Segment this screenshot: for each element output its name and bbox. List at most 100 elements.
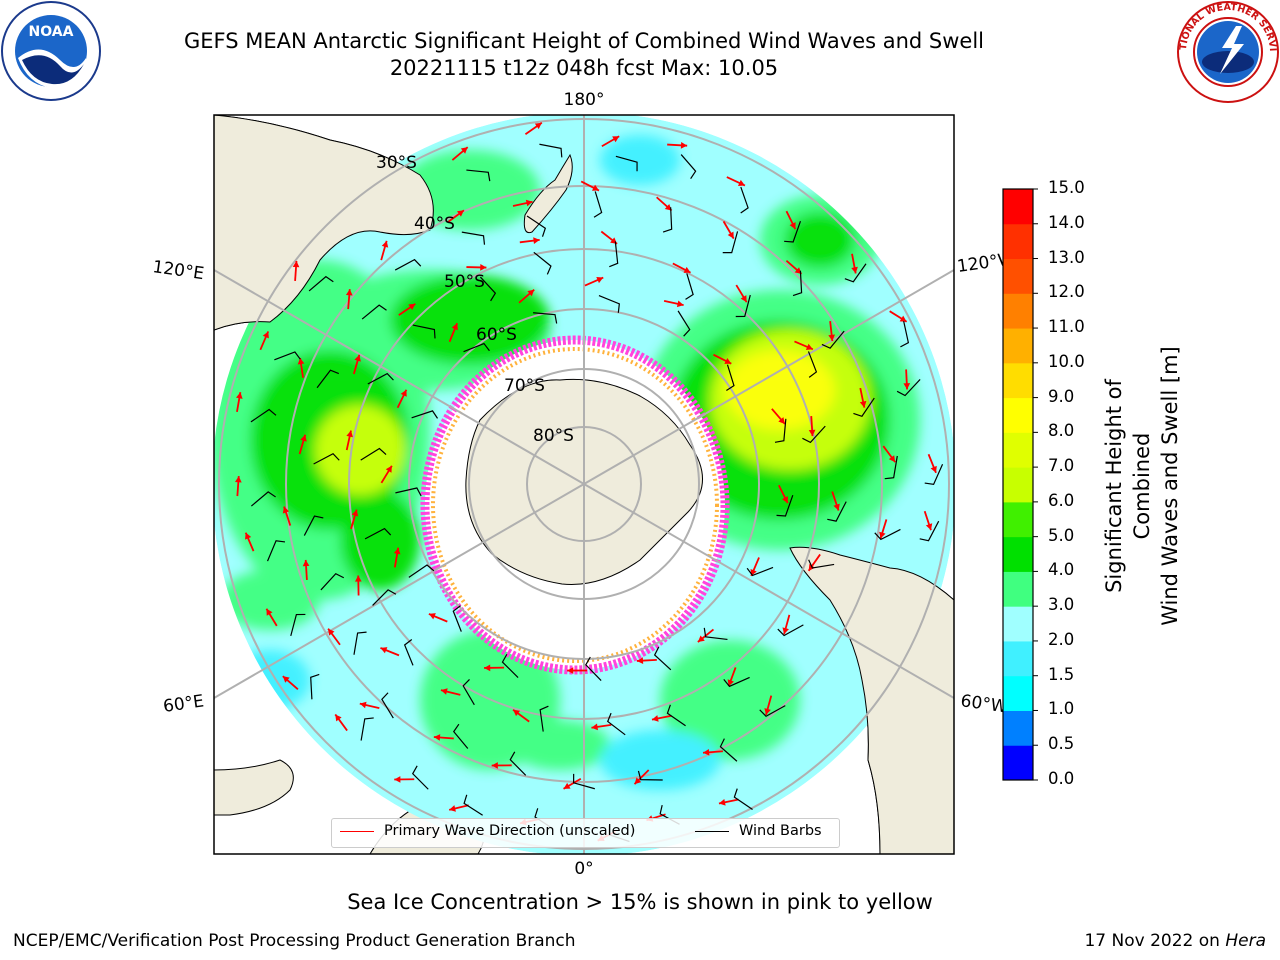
sea-ice-note: Sea Ice Concentration > 15% is shown in … xyxy=(347,890,933,914)
wave-arrow-head xyxy=(491,762,498,769)
wave-arrow-head xyxy=(727,231,734,239)
wave-arrow-head xyxy=(925,523,933,531)
australia-land-overlay xyxy=(214,115,434,331)
wave-arrow-head xyxy=(533,237,540,244)
noaa-logo-icon: NOAA xyxy=(1,1,101,101)
wind-barb xyxy=(821,330,845,349)
colorbar-tick-label: 0.5 xyxy=(1048,734,1075,754)
wind-barb xyxy=(853,397,875,417)
wave-arrow-head xyxy=(879,531,886,539)
wind-barb xyxy=(874,528,901,541)
wind-barb xyxy=(726,364,735,392)
wind-barb xyxy=(452,605,462,632)
wave-arrow-head xyxy=(805,343,813,350)
wind-barb xyxy=(501,653,519,679)
wind-barb xyxy=(372,589,397,606)
south-america-land-overlay xyxy=(789,546,954,854)
wave-arrow-head xyxy=(302,559,310,567)
noaa-logo-text: NOAA xyxy=(29,24,74,40)
wave-arrow-head xyxy=(718,799,726,806)
wind-barb xyxy=(593,191,603,218)
lat-label-60s: 60°S xyxy=(476,325,517,345)
legend-swatch-wave-direction xyxy=(340,830,374,832)
vector-layer xyxy=(234,122,944,843)
wind-barb xyxy=(310,673,320,700)
wind-barb xyxy=(411,765,429,790)
colorbar-band xyxy=(1003,328,1033,364)
wind-barb xyxy=(290,613,306,637)
wave-arrow-head xyxy=(282,676,290,683)
legend-label-wave-direction: Primary Wave Direction (unscaled) xyxy=(384,823,636,839)
colorbar-band xyxy=(1003,640,1033,677)
footer-credit: NCEP/EMC/Verification Post Processing Pr… xyxy=(13,931,576,951)
wind-barb xyxy=(463,794,483,816)
new-zealand-land-overlay xyxy=(523,153,573,234)
wave-arrow-head xyxy=(636,657,644,664)
wave-arrow-head xyxy=(851,266,858,274)
lat-label-30s: 30°S xyxy=(376,153,417,173)
wave-arrow-head xyxy=(359,701,367,709)
colorbar-tick-label: 12.0 xyxy=(1048,282,1085,302)
wind-barb xyxy=(598,295,620,313)
wind-barb xyxy=(746,566,774,577)
wave-arrow-head xyxy=(727,679,734,687)
wind-barb xyxy=(308,275,334,292)
wind-barb xyxy=(924,464,944,486)
wind-barb xyxy=(466,169,491,182)
wave-arrow-head xyxy=(292,260,300,268)
wind-barb xyxy=(585,656,602,681)
wind-barb xyxy=(364,527,392,540)
lon-label-180: 180° xyxy=(564,90,605,110)
colorbar-tick-label: 11.0 xyxy=(1048,317,1085,337)
wave-arrow-head xyxy=(345,289,353,296)
meridian-60e-120w xyxy=(214,269,954,699)
wind-barb xyxy=(303,515,324,536)
wave-arrow-head xyxy=(346,430,353,438)
lon-label-60w: 60°W xyxy=(959,691,1008,717)
colorbar-band xyxy=(1003,501,1033,538)
wind-barb xyxy=(452,723,469,749)
wind-barb xyxy=(408,564,435,578)
wave-arrow-head xyxy=(828,334,836,342)
wave-arrow-head xyxy=(930,465,937,473)
wind-barb xyxy=(266,540,286,562)
wind-barb xyxy=(723,676,750,688)
colorbar-tick-label: 7.0 xyxy=(1048,456,1075,476)
colorbar-tick-label: 8.0 xyxy=(1048,421,1075,441)
colorbar-tick-label: 1.0 xyxy=(1048,699,1075,719)
wind-barb xyxy=(776,495,794,517)
legend-item-wave-direction: Primary Wave Direction (unscaled) xyxy=(340,823,635,839)
wind-barb xyxy=(784,221,802,243)
wave-arrow-head xyxy=(282,506,290,514)
colorbar-tick-label: 6.0 xyxy=(1048,490,1075,510)
colorbar-title: Significant Height of Combined Wind Wave… xyxy=(1100,326,1182,646)
wave-arrow-head xyxy=(702,748,710,756)
wind-barb xyxy=(844,263,867,283)
wind-barb xyxy=(412,324,436,339)
wind-barb xyxy=(609,241,619,268)
wave-arrow-head xyxy=(460,147,468,154)
wind-barb xyxy=(533,312,558,324)
wind-barb xyxy=(320,572,345,591)
wind-barb xyxy=(250,408,277,423)
wind-barb xyxy=(662,207,673,233)
chart-title-line1: GEFS MEAN Antarctic Significant Height o… xyxy=(183,29,985,53)
lon-label-60e: 60°E xyxy=(162,691,205,716)
wave-arrow-head xyxy=(651,715,659,722)
wave-arrow-head xyxy=(408,303,416,311)
wind-barb xyxy=(792,270,803,297)
wave-arrow-head xyxy=(354,354,361,362)
footer-host: Hera xyxy=(1225,931,1266,951)
colorbar-band xyxy=(1003,571,1033,607)
wind-barb xyxy=(774,418,787,443)
footer-date: 17 Nov 2022 on Hera xyxy=(1084,931,1266,951)
colorbar-band xyxy=(1003,432,1033,468)
wind-barb xyxy=(777,624,804,637)
legend-swatch-wind-barbs xyxy=(695,830,729,832)
lon-label-120e: 120°E xyxy=(151,257,205,284)
colorbar-band xyxy=(1003,467,1033,503)
colorbar-band xyxy=(1003,745,1033,781)
wave-arrow-head xyxy=(888,455,896,463)
wave-arrow-head xyxy=(266,608,273,616)
